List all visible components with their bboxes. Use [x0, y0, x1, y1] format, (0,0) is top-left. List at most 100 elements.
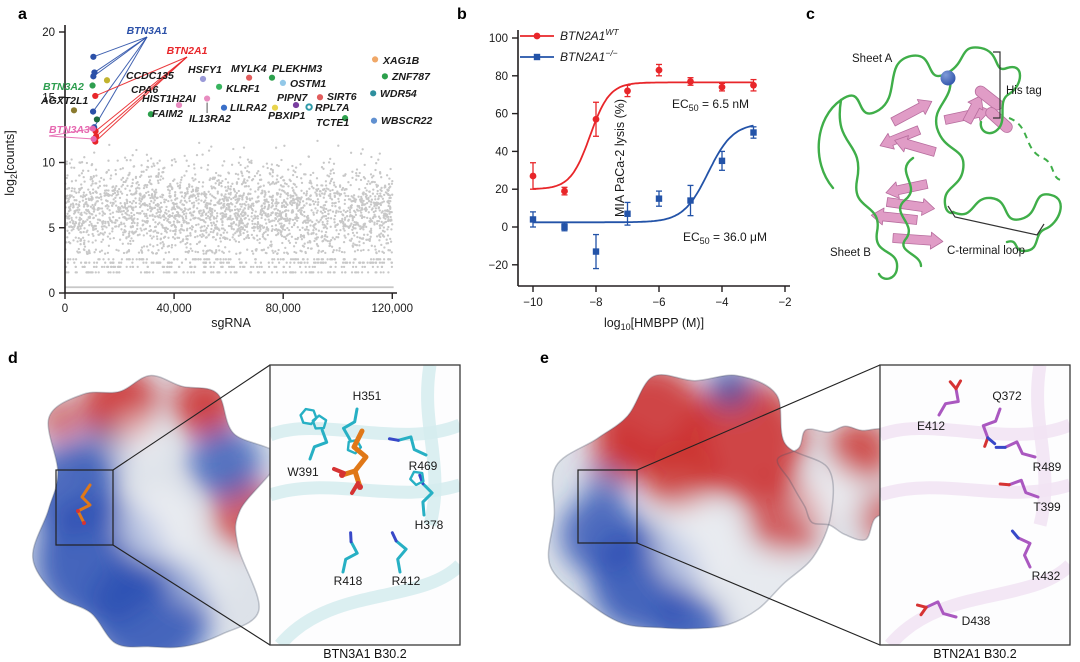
gene-label-XAG1B: XAG1B — [382, 55, 420, 67]
x-tick-label: −6 — [652, 297, 665, 309]
panel-a-label: a — [18, 6, 27, 23]
beta-strand-arrow — [890, 99, 933, 127]
gene-label-BTN3A2: BTN3A2 — [43, 81, 84, 93]
panel-d-zoom-box — [55, 469, 114, 546]
residue-sidechain-sticks — [341, 540, 359, 574]
gene-label-IL13RA2: IL13RA2 — [189, 113, 231, 125]
sheet-a-annotation: Sheet A — [852, 53, 893, 65]
panel-d-inset-frame — [269, 364, 461, 646]
gene-label-CCDC135: CCDC135 — [126, 70, 174, 82]
cartoon-ribbon — [1031, 365, 1052, 527]
y-tick-label: 0 — [502, 222, 508, 234]
sgRNA-background-cloud — [63, 139, 394, 274]
gene-point-RPL7A — [305, 103, 313, 111]
beta-strand-arrow — [885, 179, 929, 199]
gene-point-SIRT6 — [316, 94, 324, 101]
panel-a-scatter-chart: 0 5 10 15 20 0 40,000 80,000 120,000 log2[counts]… — [3, 25, 433, 330]
panel-a-axes — [64, 25, 397, 294]
panel-b-axes — [517, 30, 790, 287]
gene-connector-lines — [48, 36, 208, 142]
data-point — [718, 83, 726, 91]
series-points-1 — [529, 126, 757, 270]
y-tick-label: 10 — [42, 158, 55, 170]
gene-label-CPA6: CPA6 — [131, 84, 158, 96]
x-tick-label: −10 — [523, 297, 543, 309]
gene-label-AGXT2L1: AGXT2L1 — [40, 95, 88, 107]
ec50-annotation-0: EC50 = 6.5 nM — [672, 97, 749, 113]
data-point — [624, 210, 631, 217]
hmbpp-ligand-sticks — [339, 428, 369, 478]
residue-label-R418: R418 — [334, 574, 363, 588]
gene-point-PIPN7 — [292, 101, 300, 109]
data-point — [750, 81, 757, 89]
residue-sidechain-sticks — [308, 428, 329, 461]
panel-e-connector-top — [636, 364, 881, 471]
data-point — [529, 216, 537, 223]
x-tick-label: 120,000 — [371, 303, 413, 315]
gene-point-KLRF1 — [215, 83, 223, 90]
y-tick-label: 15 — [42, 92, 55, 104]
data-point — [687, 78, 694, 85]
his-tag-annotation: His tag — [1006, 85, 1042, 97]
x-tick-label: 0 — [62, 303, 68, 315]
data-point — [561, 187, 568, 195]
gene-labels: BTN3A1 BTN2A1 BTN3A2 CCDC135 CPA6 AGXT2L1 BTN3… — [40, 25, 433, 136]
data-point — [592, 115, 600, 123]
panel-c-structure: Sheet A His tag Sheet B C-terminal loop — [817, 46, 1062, 280]
gene-point-BTN2A1 — [92, 92, 99, 100]
cartoon-ribbon — [275, 560, 460, 645]
gene-label-WDR54: WDR54 — [380, 88, 417, 100]
y-tick-label: 60 — [495, 109, 508, 121]
disordered-region-dashed — [1008, 117, 1062, 181]
loop-ribbon — [979, 65, 1022, 135]
residue-label-T399: T399 — [1033, 500, 1061, 514]
residue-label-R469: R469 — [409, 459, 438, 473]
loop-ribbon — [934, 70, 965, 215]
gene-point-BTN3A3 — [89, 125, 96, 132]
panel-b-label: b — [457, 6, 467, 23]
y-tick-label: 0 — [49, 288, 55, 300]
loop-ribbon — [951, 193, 1062, 253]
x-tick-label: 40,000 — [156, 303, 191, 315]
loop-ribbon — [898, 156, 923, 268]
gene-point-HSFY1 — [199, 75, 207, 83]
beta-strand-arrow — [894, 135, 937, 157]
gene-point-MYLK4 — [245, 74, 253, 81]
electrostatic-surface — [32, 375, 279, 648]
y-tick-label: 80 — [495, 71, 508, 83]
gene-label-FAIM2: FAIM2 — [152, 108, 183, 120]
gene-point-ZNF787 — [381, 73, 389, 80]
panel-e-inset-frame — [879, 364, 1071, 646]
data-point — [687, 197, 694, 204]
gene-point-CCDC135 — [103, 77, 111, 84]
panel-b-dose-response-chart: 100 80 60 40 20 0 −20 −10 −8 −6 −4 −2 MIA PaCa-2 lys… — [488, 27, 791, 332]
loop-ribbon — [817, 46, 1009, 190]
gene-label-ZNF787: ZNF787 — [391, 71, 431, 83]
panel-e-connector-bottom — [636, 542, 881, 646]
data-point — [529, 172, 537, 180]
residue-label-H351: H351 — [353, 389, 382, 403]
gene-point-PLEKHM3 — [268, 74, 276, 81]
y-tick-label: 40 — [495, 146, 508, 158]
gene-hit-points — [70, 53, 389, 145]
panel-e-structure: E412 Q372 R489 T399 R432 D438 BTN2A1 B30.2 — [547, 364, 1071, 661]
gene-point-FAIM2 — [147, 111, 155, 118]
gene-point-TCTE1 — [341, 115, 349, 122]
ec50-annotation-1: EC50 = 36.0 μM — [683, 230, 767, 246]
data-point — [718, 157, 726, 165]
residue-sidechain-sticks — [342, 407, 359, 442]
metal-ion-sphere — [940, 70, 956, 86]
cloud-baseline — [65, 286, 394, 289]
gene-point-BTN3A3 — [90, 135, 97, 143]
residue-sidechain-sticks — [981, 407, 1002, 440]
gene-label-PIPN7: PIPN7 — [277, 92, 309, 104]
panel-d-connector-bottom — [112, 544, 271, 646]
gene-label-TCTE1: TCTE1 — [316, 117, 349, 129]
data-point — [592, 248, 600, 255]
series-points-0 — [529, 63, 757, 196]
y-tick-label: 20 — [495, 184, 508, 196]
y-tick-label: 5 — [49, 223, 55, 235]
gene-point-HIST1H2AI — [175, 101, 183, 109]
gene-label-HSFY1: HSFY1 — [188, 64, 222, 76]
